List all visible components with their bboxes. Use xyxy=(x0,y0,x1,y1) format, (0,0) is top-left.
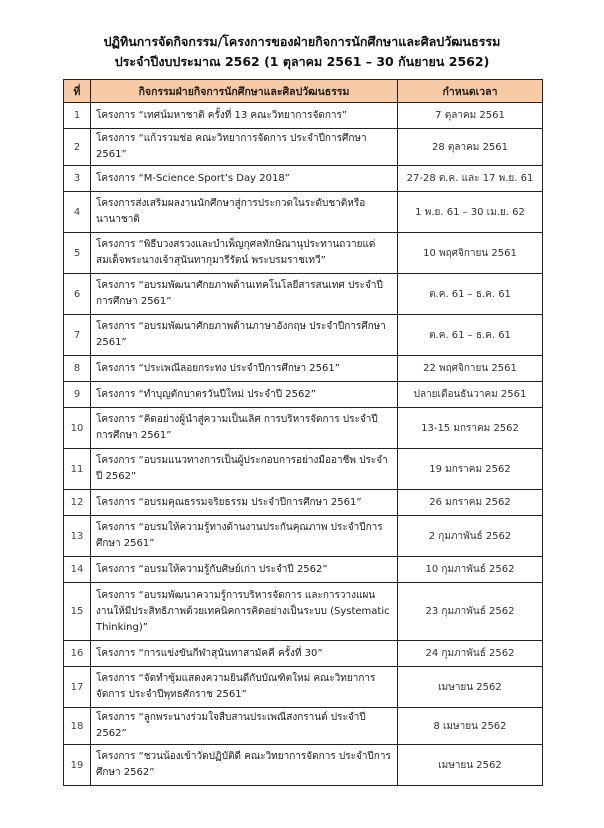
scheduled-date: 13-15 มกราคม 2562 xyxy=(397,407,543,449)
activity-name: โครงการ “คิดอย่างผู้นำสู่ความเป็นเลิศ กา… xyxy=(90,407,398,449)
scheduled-date: 2 กุมภาพันธ์ 2562 xyxy=(397,515,543,557)
table-row: 12 โครงการ “อบรมคุณธรรมจริยธรรม ประจำปีกา… xyxy=(63,489,543,516)
table-row: 7 โครงการ “อบรมพัฒนาศักยภาพด้านภาษาอังกฤษ… xyxy=(63,314,543,356)
document-title: ปฏิทินการจัดกิจกรรม/โครงการของฝ่ายกิจการ… xyxy=(0,32,604,72)
table-row: 15 โครงการ “อบรมพัฒนาความรู้การบริหารจัดก… xyxy=(63,582,543,641)
title-line-2: ประจำปีงบประมาณ 2562 (1 ตุลาคม 2561 – 30… xyxy=(114,54,490,69)
table-row: 18 โครงการ “ลูกพระนางร่วมใจสืบสานประเพณีส… xyxy=(63,707,543,745)
scheduled-date: 24 กุมภาพันธ์ 2562 xyxy=(397,640,543,667)
table-row: 11 โครงการ “อบรมแนวทางการเป็นผู้ประกอบการ… xyxy=(63,448,543,490)
scheduled-date: ต.ค. 61 – ธ.ค. 61 xyxy=(397,314,543,356)
activity-name: โครงการ “อบรมให้ความรู้กับศิษย์เก่า ประจ… xyxy=(90,556,398,583)
activity-name: โครงการ “แก้วรวมช่อ คณะวิทยาการจัดการ ปร… xyxy=(90,128,398,166)
table-row: 2 โครงการ “แก้วรวมช่อ คณะวิทยาการจัดการ ป… xyxy=(63,128,543,166)
scheduled-date: 19 มกราคม 2562 xyxy=(397,448,543,490)
row-number: 14 xyxy=(63,556,91,583)
activity-name: โครงการ “อบรมพัฒนาความรู้การบริหารจัดการ… xyxy=(90,582,398,641)
row-number: 19 xyxy=(63,744,91,786)
row-number: 15 xyxy=(63,582,91,641)
table-row: 5 โครงการ “พิธีบวงสรวงและบำเพ็ญกุศลทักษิณ… xyxy=(63,232,543,274)
scheduled-date: ต.ค. 61 – ธ.ค. 61 xyxy=(397,273,543,315)
activity-calendar-table: ที่ กิจกรรมฝ่ายกิจการนักศึกษาและศิลปวัฒน… xyxy=(63,79,543,786)
table-row: 9 โครงการ “ทำบุญตักบาตรวันปีใหม่ ประจำปี … xyxy=(63,381,543,408)
table-header-row: ที่ กิจกรรมฝ่ายกิจการนักศึกษาและศิลปวัฒน… xyxy=(63,79,543,103)
scheduled-date: 26 มกราคม 2562 xyxy=(397,489,543,516)
activity-name: โครงการ “ประเพณีลอยกระทง ประจำปีการศึกษา… xyxy=(90,355,398,382)
row-number: 2 xyxy=(63,128,91,166)
row-number: 6 xyxy=(63,273,91,315)
activity-name: โครงการ “จัดทำซุ้มแสดงความยินดีกับบัณฑิต… xyxy=(90,666,398,708)
scheduled-date: เมษายน 2562 xyxy=(397,666,543,708)
row-number: 8 xyxy=(63,355,91,382)
scheduled-date: 10 พฤศจิกายน 2561 xyxy=(397,232,543,274)
scheduled-date: 10 กุมภาพันธ์ 2562 xyxy=(397,556,543,583)
table-row: 6 โครงการ “อบรมพัฒนาศักยภาพด้านเทคโนโลยีส… xyxy=(63,273,543,315)
row-number: 16 xyxy=(63,640,91,667)
scheduled-date: 1 พ.ย. 61 – 30 เม.ย. 62 xyxy=(397,191,543,233)
table-row: 4 โครงการส่งเสริมผลงานนักศึกษาสู่การประกว… xyxy=(63,191,543,233)
activity-name: โครงการ “พิธีบวงสรวงและบำเพ็ญกุศลทักษิณา… xyxy=(90,232,398,274)
activity-name: โครงการส่งเสริมผลงานนักศึกษาสู่การประกวด… xyxy=(90,191,398,233)
scheduled-date: 22 พฤศจิกายน 2561 xyxy=(397,355,543,382)
row-number: 1 xyxy=(63,102,91,129)
title-line-1: ปฏิทินการจัดกิจกรรม/โครงการของฝ่ายกิจการ… xyxy=(103,34,501,49)
table-row: 19 โครงการ “ชวนน้องเข้าวัดปฏิบัติดี คณะวิ… xyxy=(63,744,543,786)
row-number: 12 xyxy=(63,489,91,516)
activity-name: โครงการ “อบรมแนวทางการเป็นผู้ประกอบการอย… xyxy=(90,448,398,490)
table-row: 8 โครงการ “ประเพณีลอยกระทง ประจำปีการศึกษ… xyxy=(63,355,543,382)
table-row: 14 โครงการ “อบรมให้ความรู้กับศิษย์เก่า ปร… xyxy=(63,556,543,583)
activity-name: โครงการ “อบรมคุณธรรมจริยธรรม ประจำปีการศ… xyxy=(90,489,398,516)
column-header-activity: กิจกรรมฝ่ายกิจการนักศึกษาและศิลปวัฒนธรรม xyxy=(90,79,398,103)
row-number: 5 xyxy=(63,232,91,274)
table-row: 13 โครงการ “อบรมให้ความรู้ทางด้านงานประกั… xyxy=(63,515,543,557)
row-number: 17 xyxy=(63,666,91,708)
row-number: 13 xyxy=(63,515,91,557)
row-number: 9 xyxy=(63,381,91,408)
table-row: 1 โครงการ “เทศน์มหาชาติ ครั้งที่ 13 คณะวิ… xyxy=(63,102,543,129)
scheduled-date: 28 ตุลาคม 2561 xyxy=(397,128,543,166)
table-row: 16 โครงการ “การแข่งขันกีฬาสุนันทาสามัคคี … xyxy=(63,640,543,667)
activity-name: โครงการ “อบรมพัฒนาศักยภาพด้านเทคโนโลยีสา… xyxy=(90,273,398,315)
row-number: 7 xyxy=(63,314,91,356)
row-number: 3 xyxy=(63,165,91,192)
scheduled-date: เมษายน 2562 xyxy=(397,744,543,786)
row-number: 11 xyxy=(63,448,91,490)
row-number: 4 xyxy=(63,191,91,233)
activity-name: โครงการ “ทำบุญตักบาตรวันปีใหม่ ประจำปี 2… xyxy=(90,381,398,408)
activity-name: โครงการ “เทศน์มหาชาติ ครั้งที่ 13 คณะวิท… xyxy=(90,102,398,129)
row-number: 10 xyxy=(63,407,91,449)
activity-name: โครงการ “ชวนน้องเข้าวัดปฏิบัติดี คณะวิทย… xyxy=(90,744,398,786)
scheduled-date: 27-28 ต.ค. และ 17 พ.ย. 61 xyxy=(397,165,543,192)
row-number: 18 xyxy=(63,707,91,745)
activity-name: โครงการ “M-Science Sport’s Day 2018” xyxy=(90,165,398,192)
scheduled-date: 7 ตุลาคม 2561 xyxy=(397,102,543,129)
column-header-date: กำหนดเวลา xyxy=(397,79,543,103)
scheduled-date: ปลายเดือนธันวาคม 2561 xyxy=(397,381,543,408)
table-row: 3 โครงการ “M-Science Sport’s Day 2018” 27-… xyxy=(63,165,543,192)
table-row: 17 โครงการ “จัดทำซุ้มแสดงความยินดีกับบัณฑ… xyxy=(63,666,543,708)
activity-name: โครงการ “อบรมให้ความรู้ทางด้านงานประกันค… xyxy=(90,515,398,557)
scheduled-date: 8 เมษายน 2562 xyxy=(397,707,543,745)
activity-name: โครงการ “ลูกพระนางร่วมใจสืบสานประเพณีสงก… xyxy=(90,707,398,745)
activity-name: โครงการ “อบรมพัฒนาศักยภาพด้านภาษาอังกฤษ … xyxy=(90,314,398,356)
table-row: 10 โครงการ “คิดอย่างผู้นำสู่ความเป็นเลิศ … xyxy=(63,407,543,449)
column-header-number: ที่ xyxy=(63,79,91,103)
activity-name: โครงการ “การแข่งขันกีฬาสุนันทาสามัคคี คร… xyxy=(90,640,398,667)
scheduled-date: 23 กุมภาพันธ์ 2562 xyxy=(397,582,543,641)
